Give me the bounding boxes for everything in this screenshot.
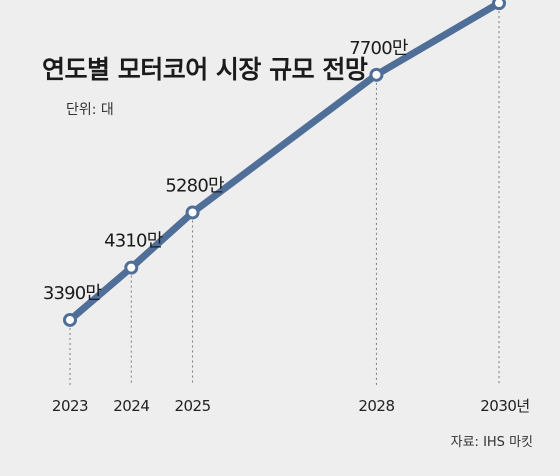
data-labels: 3390만4310만5280만7700만8960만 [43,38,409,304]
data-point-2023 [63,312,77,327]
x-axis-ticks: 2023 2024 2025 2028 2030년 [52,397,530,415]
data-label-2023: 3390만 [43,283,102,304]
x-tick-label: 2024 [113,397,149,415]
markers [63,0,506,327]
x-tick-label: 2023 [52,397,88,415]
chart-title: 연도별 모터코어 시장 규모 전망 [42,55,368,84]
data-label-2028: 7700만 [349,38,408,59]
guide-lines [69,11,500,385]
source-note: 자료: IHS 마킷 [451,435,533,450]
x-tick-label: 2025 [174,397,210,415]
data-label-2024: 4310만 [104,231,163,252]
data-point-2024 [124,260,139,275]
unit-label: 단위: 대 [66,102,114,118]
x-tick-label: 2028 [358,397,394,415]
data-point-2025 [185,205,200,220]
data-label-2025: 5280만 [165,175,224,196]
data-point-2028 [369,67,384,82]
data-point-2030년 [492,0,506,11]
x-tick-label: 2030년 [480,397,529,415]
